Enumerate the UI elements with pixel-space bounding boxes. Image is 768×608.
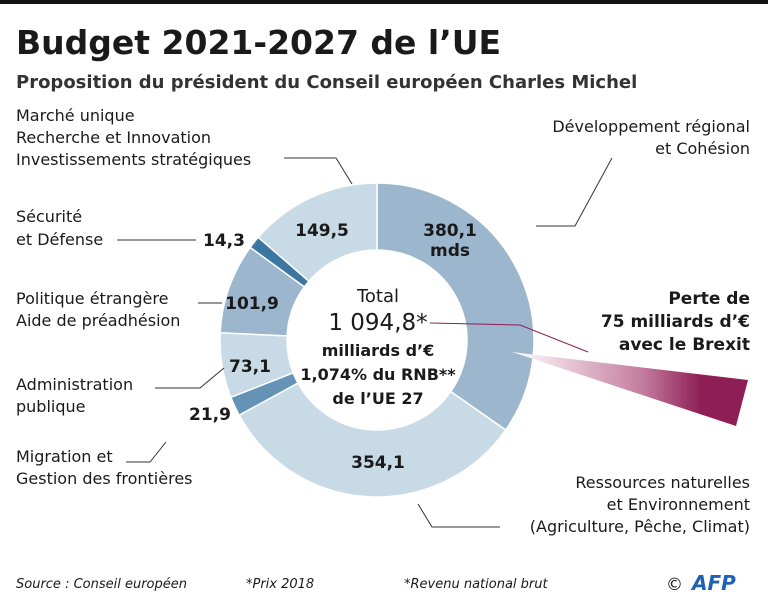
label-cohesion: Développement régional et Cohésion (552, 117, 750, 158)
chart-subtitle: Proposition du président du Conseil euro… (16, 72, 637, 93)
label-line: et Défense (16, 230, 103, 249)
label-politique: Politique étrangère Aide de préadhésion (16, 289, 180, 330)
label-line: Administration (16, 375, 133, 394)
center-total-value: 1 094,8* (328, 310, 427, 336)
copyright-symbol: © (666, 575, 683, 595)
label-line: Politique étrangère (16, 289, 168, 308)
value-label-securite: 14,3 (203, 231, 245, 251)
label-line: Gestion des frontières (16, 469, 193, 488)
center-unit: milliards d’€ (322, 341, 435, 360)
value-label-administration: 73,1 (229, 357, 271, 377)
label-line: Sécurité (16, 207, 82, 226)
donut-segments (219, 182, 535, 498)
label-line: publique (16, 397, 85, 416)
value-label-ressources: 354,1 (351, 453, 405, 473)
label-securite: Sécurité et Défense (16, 207, 103, 249)
value-label-migration: 21,9 (189, 405, 231, 425)
brexit-loss-wedge (512, 352, 748, 426)
label-line: (Agriculture, Pêche, Climat) (530, 517, 750, 536)
annotation-line: avec le Brexit (619, 335, 750, 355)
chart-title: Budget 2021-2027 de l’UE (16, 23, 501, 62)
annotation-line: Perte de (668, 289, 750, 309)
label-line: Aide de préadhésion (16, 311, 180, 330)
label-marche: Marché unique Recherche et Innovation In… (16, 106, 251, 169)
label-line: Développement régional (552, 117, 750, 136)
value-label-cohesion: 380,1 (423, 221, 477, 241)
donut-segment-0 (376, 182, 535, 432)
brexit-annotation: Perte de 75 milliards d’€ avec le Brexit (601, 289, 750, 355)
value-label-politique: 101,9 (225, 294, 279, 314)
value-unit-cohesion: mds (430, 241, 470, 261)
center-rnb: 1,074% du RNB** (300, 365, 456, 384)
source-note: Source : Conseil européen (16, 577, 187, 592)
value-label-marche: 149,5 (295, 221, 349, 241)
label-migration: Migration et Gestion des frontières (16, 447, 193, 488)
label-line: Investissements stratégiques (16, 150, 251, 169)
center-ue27: de l’UE 27 (332, 389, 423, 408)
donut-segment-1 (238, 382, 507, 498)
label-line: et Cohésion (655, 139, 750, 158)
label-administration: Administration publique (16, 375, 133, 416)
label-line: et Environnement (607, 495, 750, 514)
afp-logo: AFP (690, 571, 736, 595)
leader-lines (117, 157, 613, 528)
center-total-label: Total (356, 286, 399, 307)
top-rule (0, 0, 768, 4)
footnote-price: *Prix 2018 (246, 577, 314, 592)
label-line: Ressources naturelles (575, 473, 750, 492)
annotation-line: 75 milliards d’€ (601, 312, 750, 332)
label-line: Recherche et Innovation (16, 128, 211, 147)
footnote-rnb: *Revenu national brut (404, 577, 548, 592)
label-ressources: Ressources naturelles et Environnement (… (530, 473, 750, 536)
donut-segment-6 (257, 182, 378, 283)
label-line: Marché unique (16, 106, 135, 125)
label-line: Migration et (16, 447, 113, 466)
brexit-leader-line (429, 322, 589, 353)
